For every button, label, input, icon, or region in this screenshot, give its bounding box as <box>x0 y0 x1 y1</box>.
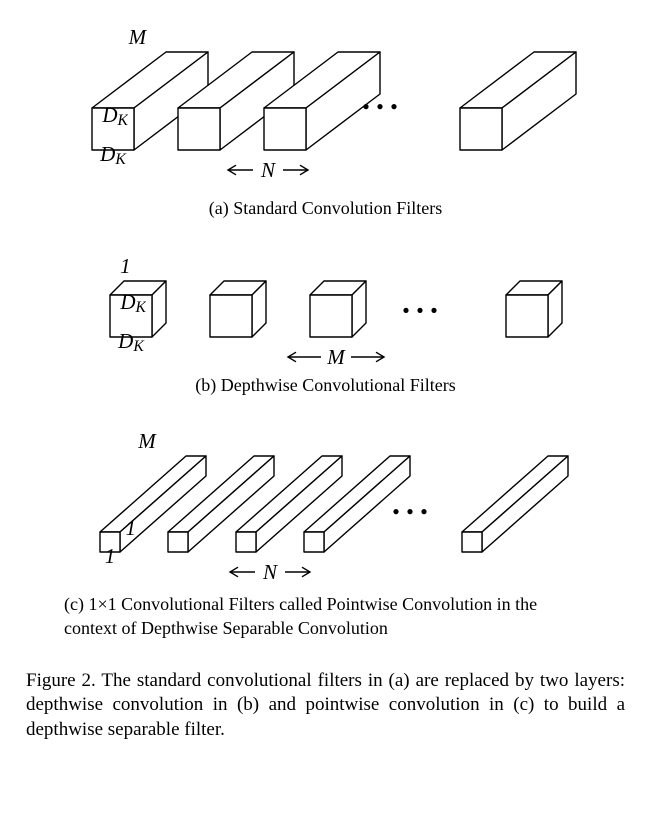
panel-c-caption: (c) 1×1 Convolutional Filters called Poi… <box>20 592 631 641</box>
panel-c-svg: M11N <box>20 424 580 584</box>
figure-caption: Figure 2. The standard convolutional fil… <box>20 669 631 743</box>
figure-number: Figure 2. <box>26 670 96 691</box>
svg-text:N: N <box>262 560 278 584</box>
panel-a-svg: MDKDKN <box>20 20 580 190</box>
svg-text:M: M <box>326 345 346 367</box>
figure-caption-text: The standard convolutional filters in (a… <box>26 670 625 740</box>
panel-b-caption: (b) Depthwise Convolutional Filters <box>20 375 631 396</box>
panel-a: MDKDKN <box>20 20 631 190</box>
svg-text:1: 1 <box>120 254 130 278</box>
svg-text:M: M <box>128 25 148 49</box>
svg-text:M: M <box>137 429 157 453</box>
figure-2: MDKDKN (a) Standard Convolution Filters … <box>20 20 631 743</box>
svg-text:N: N <box>260 158 276 182</box>
panel-c: M11N <box>20 424 631 584</box>
panel-a-caption: (a) Standard Convolution Filters <box>20 198 631 219</box>
panel-b-svg: 1DKDKM <box>20 247 580 367</box>
panel-c-caption-text: (c) 1×1 Convolutional Filters called Poi… <box>64 594 537 638</box>
panel-b: 1DKDKM <box>20 247 631 367</box>
